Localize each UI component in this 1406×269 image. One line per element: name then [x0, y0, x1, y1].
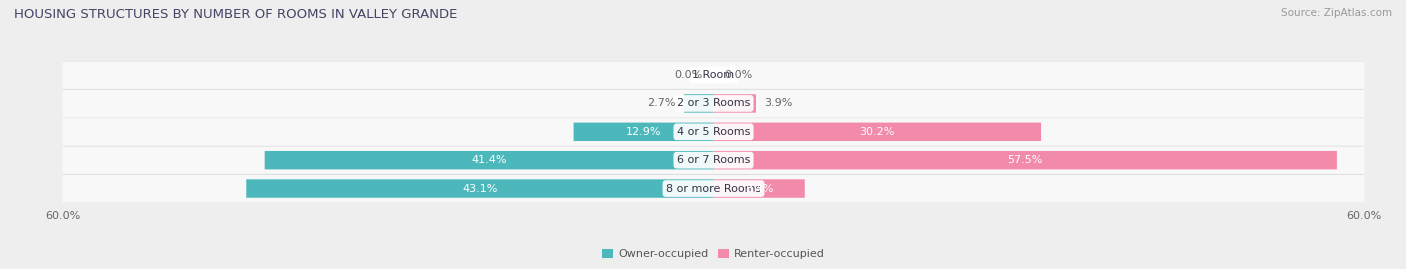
Text: 8.4%: 8.4% — [745, 183, 773, 193]
FancyBboxPatch shape — [713, 123, 1040, 141]
Legend: Owner-occupied, Renter-occupied: Owner-occupied, Renter-occupied — [598, 244, 830, 264]
Text: 57.5%: 57.5% — [1008, 155, 1043, 165]
Text: 0.0%: 0.0% — [675, 70, 703, 80]
Text: HOUSING STRUCTURES BY NUMBER OF ROOMS IN VALLEY GRANDE: HOUSING STRUCTURES BY NUMBER OF ROOMS IN… — [14, 8, 457, 21]
FancyBboxPatch shape — [264, 151, 714, 169]
FancyBboxPatch shape — [63, 61, 1364, 89]
Text: 1 Room: 1 Room — [693, 70, 734, 80]
Text: 6 or 7 Rooms: 6 or 7 Rooms — [676, 155, 751, 165]
Text: Source: ZipAtlas.com: Source: ZipAtlas.com — [1281, 8, 1392, 18]
FancyBboxPatch shape — [63, 147, 1364, 174]
Text: 3.9%: 3.9% — [765, 98, 793, 108]
Text: 43.1%: 43.1% — [463, 183, 498, 193]
Text: 2 or 3 Rooms: 2 or 3 Rooms — [676, 98, 751, 108]
FancyBboxPatch shape — [63, 90, 1364, 117]
FancyBboxPatch shape — [63, 175, 1364, 202]
FancyBboxPatch shape — [685, 94, 714, 113]
FancyBboxPatch shape — [63, 118, 1364, 146]
Text: 12.9%: 12.9% — [626, 127, 661, 137]
Text: 2.7%: 2.7% — [647, 98, 676, 108]
Text: 0.0%: 0.0% — [724, 70, 752, 80]
FancyBboxPatch shape — [574, 123, 714, 141]
Text: 8 or more Rooms: 8 or more Rooms — [666, 183, 761, 193]
FancyBboxPatch shape — [246, 179, 714, 198]
FancyBboxPatch shape — [713, 94, 756, 113]
Text: 30.2%: 30.2% — [859, 127, 894, 137]
Text: 41.4%: 41.4% — [471, 155, 508, 165]
Text: 4 or 5 Rooms: 4 or 5 Rooms — [676, 127, 751, 137]
FancyBboxPatch shape — [713, 179, 804, 198]
FancyBboxPatch shape — [713, 151, 1337, 169]
